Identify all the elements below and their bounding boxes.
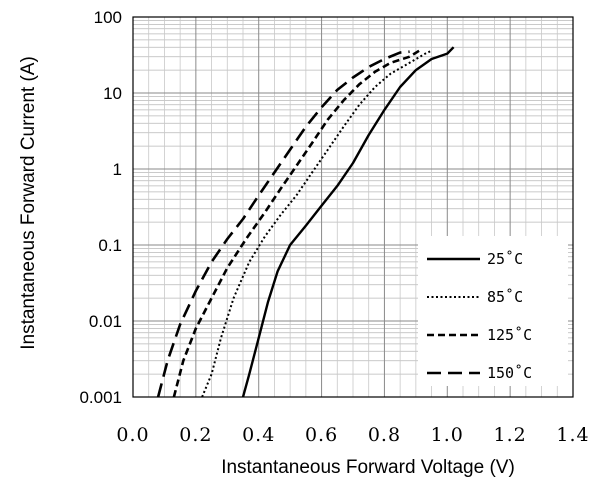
y-tick-label: 10	[103, 84, 122, 103]
x-tick-label: 0.2	[179, 424, 212, 446]
y-tick-label: 0.001	[79, 388, 122, 407]
x-tick-label: 0.8	[368, 424, 401, 446]
x-axis-title: Instantaneous Forward Voltage (V)	[221, 457, 515, 478]
legend-label: 85˚C	[487, 288, 523, 306]
series-line-3	[156, 50, 410, 398]
x-tick-label: 0.4	[242, 424, 275, 446]
series-line-1	[201, 49, 433, 398]
x-tick-label: 0.6	[305, 424, 338, 446]
y-axis-title: Instantaneous Forward Current (A)	[18, 56, 39, 350]
y-tick-label: 0.01	[89, 312, 122, 331]
y-tick-label: 100	[94, 8, 122, 27]
y-tick-labels: 100 10 1 0.1 0.01 0.001	[79, 8, 122, 407]
x-tick-label: 1.0	[431, 424, 464, 446]
y-tick-label: 0.1	[98, 236, 122, 255]
x-tick-labels: 0.0 0.2 0.4 0.6 0.8 1.0 1.2 1.4	[116, 424, 589, 446]
x-tick-label: 1.4	[556, 424, 589, 446]
series-line-0	[241, 46, 455, 398]
series-lines	[156, 46, 455, 398]
legend-label: 25˚C	[487, 250, 523, 268]
legend-box	[418, 236, 568, 386]
x-tick-label: 0.0	[116, 424, 149, 446]
plot-frame	[132, 16, 574, 398]
y-tick-label: 1	[113, 160, 122, 179]
x-tick-label: 1.2	[494, 424, 527, 446]
legend-label: 150˚C	[487, 364, 532, 382]
series-line-2	[172, 47, 423, 398]
legend-label: 125˚C	[487, 326, 532, 344]
legend: 25˚C 85˚C 125˚C 150˚C	[418, 236, 568, 386]
